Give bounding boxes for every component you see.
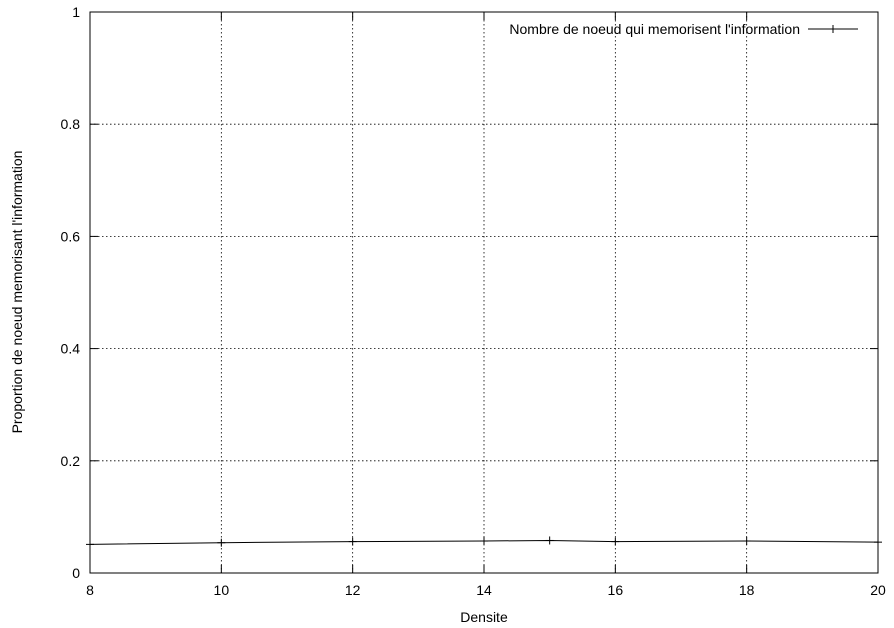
tick-labels: 8 10 12 14 16 18 20 0 0.2 0.4 0.6 0.8 1: [61, 4, 886, 598]
x-tick-label: 20: [870, 582, 886, 598]
y-axis-label: Proportion de noeud memorisant l'informa…: [9, 151, 25, 434]
x-tick-label: 18: [739, 582, 755, 598]
x-tick-label: 12: [345, 582, 361, 598]
y-tick-label: 0.2: [61, 453, 81, 469]
y-tick-label: 1: [72, 4, 80, 20]
x-tick-label: 8: [86, 582, 94, 598]
y-tick-label: 0: [72, 565, 80, 581]
data-point: [545, 536, 554, 545]
x-tick-label: 14: [476, 582, 492, 598]
legend-label: Nombre de noeud qui memorisent l'informa…: [509, 21, 800, 37]
x-tick-label: 16: [608, 582, 624, 598]
series: [86, 536, 882, 549]
y-tick-label: 0.8: [61, 116, 81, 132]
y-tick-label: 0.4: [61, 341, 81, 357]
data-point: [480, 537, 488, 546]
plot-frame: [89, 11, 879, 574]
data-point: [217, 538, 226, 547]
series-line: [89, 539, 879, 545]
legend: Nombre de noeud qui memorisent l'informa…: [509, 21, 858, 37]
data-point: [742, 537, 751, 546]
data-point: [348, 537, 357, 546]
y-tick-label: 0.6: [61, 228, 81, 244]
x-tick-label: 10: [214, 582, 230, 598]
data-point: [611, 537, 620, 546]
grid: [90, 12, 878, 573]
x-axis-label: Densite: [460, 609, 508, 625]
